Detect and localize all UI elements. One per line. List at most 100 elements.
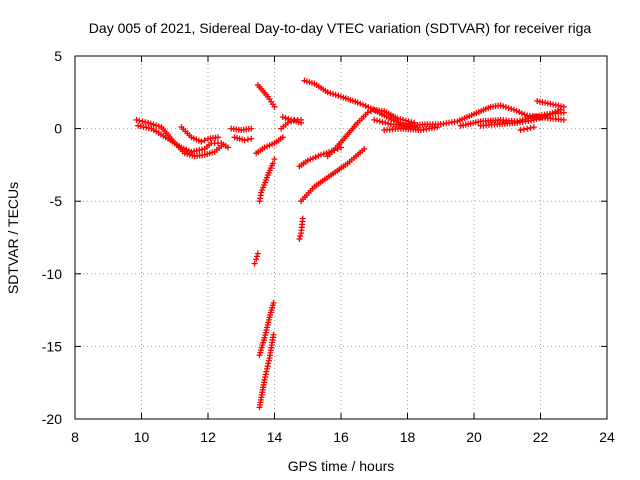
data-point [516, 117, 523, 124]
y-axis-ticks: 5 0 -5 -10 -15 -20 [42, 48, 607, 427]
data-point [155, 123, 162, 130]
data-point [310, 155, 317, 162]
x-axis-label: GPS time / hours [288, 458, 395, 474]
data-point [254, 253, 261, 260]
data-points [133, 77, 567, 411]
data-point [224, 144, 231, 151]
data-point [271, 103, 278, 110]
data-point [153, 122, 160, 129]
data-point [521, 111, 528, 118]
data-point [361, 145, 368, 152]
data-point [142, 119, 149, 126]
data-point [254, 250, 261, 257]
data-point [517, 127, 524, 134]
data-point [299, 215, 306, 222]
data-point [271, 156, 278, 163]
y-tick-label: -15 [42, 338, 62, 354]
data-point [147, 120, 154, 127]
x-tick-label: 20 [466, 429, 482, 445]
data-point [201, 137, 208, 144]
data-point [405, 118, 412, 125]
data-point [269, 160, 276, 167]
data-point [508, 105, 515, 112]
data-point [560, 103, 567, 110]
data-point [434, 124, 441, 131]
data-point [408, 119, 415, 126]
y-tick-label: -20 [42, 411, 62, 427]
data-point [516, 109, 523, 116]
data-point [285, 115, 292, 122]
data-point [505, 104, 512, 111]
data-point [327, 90, 334, 97]
data-point [251, 260, 258, 267]
y-axis-label: SDTVAR / TECUs [5, 182, 21, 294]
data-point [320, 150, 327, 157]
data-point [382, 119, 389, 126]
data-point [364, 109, 371, 116]
data-point [324, 89, 331, 96]
data-point [248, 125, 255, 132]
x-tick-label: 24 [599, 429, 615, 445]
data-point [354, 99, 361, 106]
data-point [519, 116, 526, 123]
data-point [394, 115, 401, 122]
data-point [497, 102, 504, 109]
x-tick-label: 14 [267, 429, 283, 445]
data-point [304, 157, 311, 164]
data-point [514, 118, 521, 125]
data-point [244, 136, 251, 143]
data-point [362, 102, 369, 109]
x-tick-label: 18 [400, 429, 416, 445]
data-point [318, 151, 325, 158]
grid-lines [75, 56, 607, 419]
data-point [133, 116, 140, 123]
x-tick-label: 10 [134, 429, 150, 445]
data-point [270, 331, 277, 338]
data-point [282, 114, 289, 121]
data-point [150, 121, 157, 128]
x-tick-label: 16 [333, 429, 349, 445]
x-tick-label: 8 [71, 429, 79, 445]
data-point [145, 119, 152, 126]
data-point [298, 119, 305, 126]
data-point [397, 116, 404, 123]
data-point [332, 91, 339, 98]
data-point [374, 117, 381, 124]
data-point [307, 156, 314, 163]
data-point [335, 92, 342, 99]
data-point [513, 107, 520, 114]
data-point [253, 256, 260, 263]
data-point [279, 113, 286, 120]
data-point [279, 134, 286, 141]
x-axis-ticks: 8 10 12 14 16 18 20 22 24 [71, 56, 615, 445]
data-point [510, 106, 517, 113]
data-point [357, 100, 364, 107]
data-point [330, 91, 337, 98]
data-point [400, 116, 407, 123]
data-point [365, 104, 372, 111]
data-point [248, 135, 255, 142]
data-point [136, 117, 143, 124]
data-point [198, 138, 205, 145]
data-point [139, 118, 146, 125]
data-point [525, 115, 532, 122]
data-point [502, 104, 509, 111]
y-tick-label: -5 [50, 193, 63, 209]
data-point [524, 125, 531, 132]
data-point [379, 119, 386, 126]
data-point [367, 108, 374, 115]
data-point [560, 116, 567, 123]
data-point [371, 116, 378, 123]
data-point [528, 114, 535, 121]
data-point [522, 116, 529, 123]
data-point [527, 124, 534, 131]
data-point [530, 124, 537, 131]
data-point [338, 144, 344, 151]
x-tick-label: 12 [200, 429, 216, 445]
data-point [323, 149, 330, 156]
data-point [402, 117, 409, 124]
data-point [376, 118, 383, 125]
data-point [270, 299, 277, 306]
x-tick-label: 22 [533, 429, 549, 445]
